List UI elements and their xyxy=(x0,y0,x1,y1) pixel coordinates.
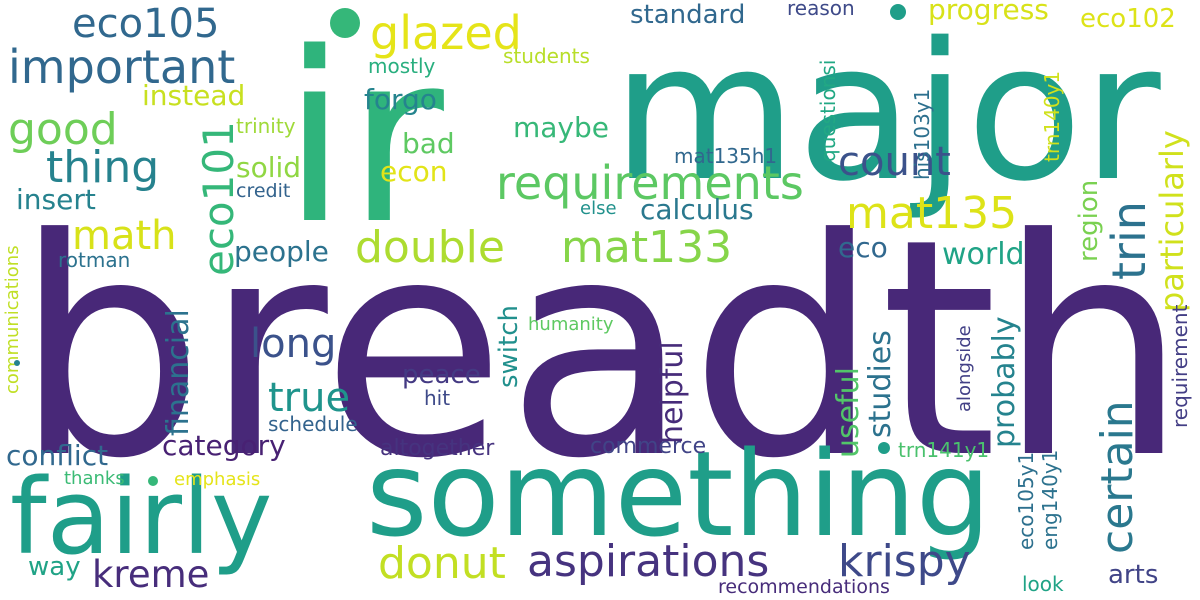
word-eco105y1: eco105y1 xyxy=(1014,451,1038,550)
word-reason: reason xyxy=(787,0,855,20)
word-eng140y1: eng140y1 xyxy=(1038,449,1062,550)
word-mat135h1: mat135h1 xyxy=(674,144,778,168)
word-eco: eco xyxy=(838,231,888,264)
word-alongside: alongside xyxy=(954,325,975,412)
word-aspirations: aspirations xyxy=(527,536,770,587)
word-kreme: kreme xyxy=(92,553,210,596)
word-studies: studies xyxy=(863,330,898,438)
word-questionsi: questionsi xyxy=(816,59,840,162)
word-region: region xyxy=(1074,179,1104,262)
word-calculus: calculus xyxy=(640,193,754,226)
word-students: students xyxy=(503,44,590,68)
word-people: people xyxy=(234,235,329,268)
word-eco102: eco102 xyxy=(1080,4,1176,34)
word-forgo: forgo xyxy=(364,83,437,116)
word-mat135: mat135 xyxy=(846,188,1018,239)
cloud-dot xyxy=(14,360,20,366)
word-else: else xyxy=(580,198,617,219)
word-schedule: schedule xyxy=(268,412,358,436)
word-instead: instead xyxy=(142,79,246,112)
cloud-dot xyxy=(890,4,906,20)
word-his103y1: his103y1 xyxy=(910,88,934,180)
cloud-dot xyxy=(330,8,360,38)
word-progress: progress xyxy=(928,0,1049,26)
word-conflict: conflict xyxy=(6,439,109,472)
word-true: true xyxy=(268,375,351,421)
word-credit: credit xyxy=(236,180,291,202)
word-humanity: humanity xyxy=(528,314,614,335)
word-financial: financial xyxy=(161,309,196,436)
word-communications: communications xyxy=(2,245,23,394)
word-trn141y1: trn141y1 xyxy=(898,438,990,462)
word-ir: ir xyxy=(282,3,444,276)
word-way: way xyxy=(28,552,81,582)
word-count: count xyxy=(838,139,951,185)
word-requirements: requirements xyxy=(496,156,804,210)
word-fairly: fairly xyxy=(10,456,273,578)
word-rotman: rotman xyxy=(58,248,131,272)
word-double: double xyxy=(355,222,505,273)
word-look: look xyxy=(1022,572,1064,596)
word-category: category xyxy=(162,429,286,462)
word-breadth: breadth xyxy=(14,175,1188,524)
word-trinity: trinity xyxy=(236,114,296,138)
word-eco105: eco105 xyxy=(72,1,220,47)
word-bad: bad xyxy=(402,127,455,160)
word-good: good xyxy=(8,104,118,155)
word-altogether: altogether xyxy=(380,436,495,461)
word-emphasis: emphasis xyxy=(174,469,261,490)
word-hit: hit xyxy=(424,386,451,410)
word-recommendations: recommendations xyxy=(718,576,890,598)
cloud-dot xyxy=(878,442,890,454)
word-something: something xyxy=(366,425,991,563)
word-math: math xyxy=(72,213,177,259)
word-long: long xyxy=(250,321,337,367)
word-commerce: commerce xyxy=(590,434,707,459)
word-world: world xyxy=(942,237,1025,272)
word-important: important xyxy=(8,40,236,94)
word-mat133: mat133 xyxy=(561,222,733,273)
word-donut: donut xyxy=(378,538,506,589)
word-glazed: glazed xyxy=(370,6,522,60)
word-mostly: mostly xyxy=(368,54,436,78)
word-eco101: eco101 xyxy=(194,121,243,276)
word-maybe: maybe xyxy=(513,111,610,144)
word-thanks: thanks xyxy=(64,468,125,489)
word-insert: insert xyxy=(16,183,96,216)
word-solid: solid xyxy=(236,151,302,184)
word-econ: econ xyxy=(380,155,448,188)
word-krispy: krispy xyxy=(838,536,971,587)
word-probably: probably xyxy=(987,316,1022,448)
word-certain: certain xyxy=(1092,400,1143,554)
word-useful: useful xyxy=(831,366,866,458)
word-helpful: helpful xyxy=(655,341,690,444)
word-trn140y1: trn140y1 xyxy=(1040,70,1064,162)
word-switch: switch xyxy=(494,304,524,388)
word-thing: thing xyxy=(46,142,160,193)
cloud-dot xyxy=(148,476,158,486)
word-arts: arts xyxy=(1108,560,1159,590)
word-requirement: requirement xyxy=(1168,304,1192,428)
word-peace: peace xyxy=(402,360,481,390)
word-trin: trin xyxy=(1102,201,1156,280)
word-major: major xyxy=(612,2,1161,223)
word-particularly: particularly xyxy=(1153,130,1191,312)
word-standard: standard xyxy=(630,0,746,30)
